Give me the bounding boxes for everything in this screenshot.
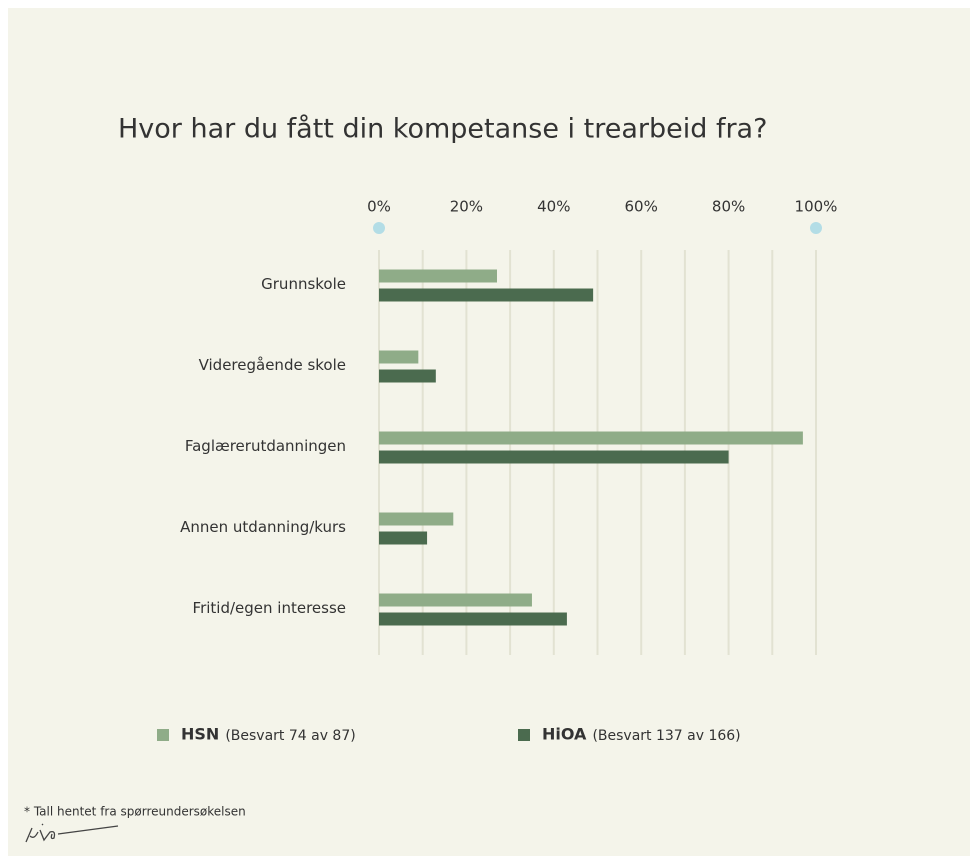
- y-tick-label: Faglærerutdanningen: [185, 437, 346, 455]
- bar: [379, 450, 729, 464]
- bar: [379, 369, 436, 383]
- legend-note: (Besvart 74 av 87): [225, 728, 355, 744]
- y-tick-label: Grunnskole: [261, 275, 346, 293]
- x-tick-label: 100%: [795, 198, 838, 216]
- x-tick-label: 0%: [367, 198, 391, 216]
- legend-note: (Besvart 137 av 166): [592, 728, 740, 744]
- bar: [379, 531, 428, 545]
- chart-title: Hvor har du fått din kompetanse i trearb…: [118, 114, 767, 145]
- y-tick-label: Annen utdanning/kurs: [180, 518, 346, 536]
- bar: [379, 269, 497, 283]
- axis-end-dot: [810, 222, 822, 234]
- axis-end-dot: [373, 222, 385, 234]
- x-tick-label: 40%: [537, 198, 570, 216]
- signature: [25, 823, 119, 843]
- footnote: * Tall hentet fra spørreundersøkelsen: [24, 805, 246, 819]
- bar: [379, 288, 594, 302]
- bar: [379, 593, 532, 607]
- legend-label: HiOA: [542, 725, 587, 744]
- legend-swatch: [518, 729, 530, 741]
- y-tick-label: Videregående skole: [199, 356, 346, 374]
- y-tick-label: Fritid/egen interesse: [193, 599, 346, 617]
- x-tick-label: 20%: [450, 198, 483, 216]
- bar: [379, 350, 419, 364]
- bar: [379, 612, 567, 626]
- x-tick-label: 60%: [625, 198, 658, 216]
- bar: [379, 512, 454, 526]
- x-tick-label: 80%: [712, 198, 745, 216]
- legend-swatch: [157, 729, 169, 741]
- legend-label: HSN: [181, 725, 219, 744]
- bar: [379, 431, 803, 445]
